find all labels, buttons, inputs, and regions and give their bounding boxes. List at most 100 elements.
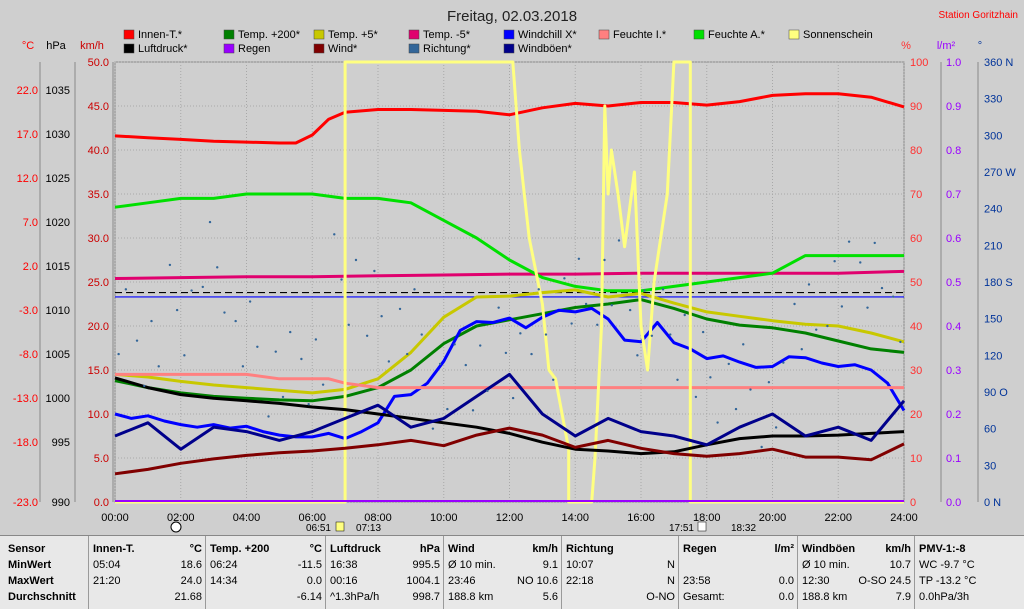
stats-cell-avg_left: 0.0hPa/3h: [919, 591, 970, 603]
series-point: [563, 277, 566, 280]
axis-unit-lm2: l/m²: [937, 40, 956, 52]
stats-column: Windböen km/h Ø 10 min. 10.7 12:30 O-SO 24.5 1…: [797, 536, 915, 609]
axis-tick-celsius: -13.0: [13, 393, 38, 405]
stats-row: Ø 10 min. 9.1: [448, 558, 558, 573]
legend-label: Feuchte A.*: [708, 29, 766, 41]
legend-label: Temp. -5*: [423, 29, 471, 41]
series-point: [143, 384, 146, 388]
stats-cell-avg_val: 5.6: [542, 591, 558, 603]
axis-tick-kmh: 10.0: [88, 409, 109, 421]
stats-cell-avg_left: Gesamt:: [683, 591, 725, 603]
series-point: [504, 351, 508, 355]
series-point: [340, 278, 343, 281]
legend-label: Temp. +5*: [328, 29, 379, 41]
axis-tick-celsius: -18.0: [13, 437, 38, 449]
series-point: [413, 288, 416, 291]
series-point: [406, 352, 409, 356]
legend-swatch: [693, 29, 705, 40]
legend-label: Luftdruck*: [138, 43, 188, 55]
axis-unit-percent: %: [901, 40, 911, 52]
axis-tick-percent: 40: [910, 321, 922, 333]
series-point: [807, 283, 811, 286]
row-label-min: MinWert: [8, 559, 52, 571]
series-point: [793, 302, 796, 306]
stats-row: 21:20 24.0: [93, 574, 202, 589]
series-point: [519, 332, 522, 335]
axis-tick-degree: 0 N: [984, 497, 1001, 509]
stats-row: Luftdruck hPa: [330, 542, 440, 557]
stats-row: 23:46 NO 10.6: [448, 574, 558, 589]
series-point: [716, 421, 719, 424]
stats-row: 12:30 O-SO 24.5: [802, 574, 911, 589]
legend-swatch: [123, 43, 135, 54]
x-tick-label: 14:00: [561, 512, 589, 524]
series-point: [610, 304, 613, 307]
stats-cell-min_val: 10.7: [889, 559, 911, 571]
stats-cell-min_time: Ø 10 min.: [448, 559, 496, 571]
axis-tick-celsius: 2.0: [23, 261, 38, 273]
series-point: [274, 350, 277, 353]
series-point: [307, 403, 310, 406]
stats-cell-max_time: 22:18: [566, 575, 594, 587]
legend-swatch: [223, 29, 235, 40]
series-line: [114, 376, 905, 456]
stats-row: 16:38 995.5: [330, 558, 440, 573]
stats-cell-max_val: NO 10.6: [517, 575, 558, 587]
legend-swatch: [223, 43, 235, 54]
axis-tick-percent: 60: [910, 233, 922, 245]
series-point: [742, 343, 745, 346]
axis-tick-hpa: 990: [52, 497, 70, 509]
series-point: [669, 333, 672, 336]
series-point: [256, 345, 259, 348]
legend-label: Windchill X*: [518, 29, 577, 41]
series-point: [464, 363, 467, 367]
stats-cell-sensor: Innen-T.: [93, 543, 135, 555]
axis-tick-kmh: 50.0: [88, 57, 109, 69]
civil-sunrise-time: 07:13: [356, 523, 381, 534]
stats-cell-avg_left: ^1.3hPa/h: [330, 591, 380, 603]
stats-row: 05:04 18.6: [93, 558, 202, 573]
legend-swatch: [408, 29, 420, 40]
series-point: [636, 354, 639, 357]
sunset-icon: [697, 521, 707, 532]
stats-cell-sensor: Luftdruck: [330, 543, 381, 555]
stats-cell-avg_left: 188.8 km: [802, 591, 848, 603]
series-point: [479, 344, 482, 347]
axis-tick-kmh: 25.0: [88, 277, 109, 289]
stats-row: WC -9.7 °C: [919, 558, 1021, 573]
series-line: [114, 306, 906, 441]
series-point: [471, 409, 475, 412]
series-point: [577, 257, 581, 260]
x-tick-label: 04:00: [233, 512, 261, 524]
stats-table: Sensor MinWert MaxWert Durchschnitt Inne…: [0, 535, 1024, 609]
axis-tick-celsius: 17.0: [17, 129, 38, 141]
series-point: [150, 319, 153, 323]
stats-row: -6.14: [210, 590, 322, 605]
series-point: [241, 365, 245, 368]
series-point: [398, 307, 402, 311]
legend-label: Sonnenschein: [803, 29, 873, 41]
axis-tick-percent: 50: [910, 277, 922, 289]
stats-row: O-NO: [566, 590, 675, 605]
stats-row: 188.8 km 5.6: [448, 590, 558, 605]
axis-tick-degree: 90 O: [984, 387, 1008, 399]
axis-tick-lm2: 0.9: [946, 101, 961, 113]
x-tick-label: 24:00: [890, 512, 918, 524]
row-label-avg: Durchschnitt: [8, 591, 76, 603]
axis-tick-kmh: 20.0: [88, 321, 109, 333]
stats-cell-avg_val: 7.9: [895, 591, 911, 603]
series-point: [530, 352, 533, 356]
stats-cell-avg_left: 188.8 km: [448, 591, 494, 603]
x-tick-label: 10:00: [430, 512, 458, 524]
civil-sunset-time: 18:32: [731, 523, 756, 534]
series-point: [552, 378, 555, 381]
axis-tick-degree: 150: [984, 314, 1002, 326]
stats-cell-sensor: PMV-1:-8: [919, 543, 966, 555]
axis-tick-percent: 90: [910, 101, 922, 113]
x-tick-label: 22:00: [824, 512, 852, 524]
series-line: [114, 426, 905, 476]
stats-cell-min_time: 10:07: [566, 559, 594, 571]
series-point: [847, 240, 851, 243]
series-point: [782, 361, 785, 364]
chart-title: Freitag, 02.03.2018: [447, 8, 577, 25]
